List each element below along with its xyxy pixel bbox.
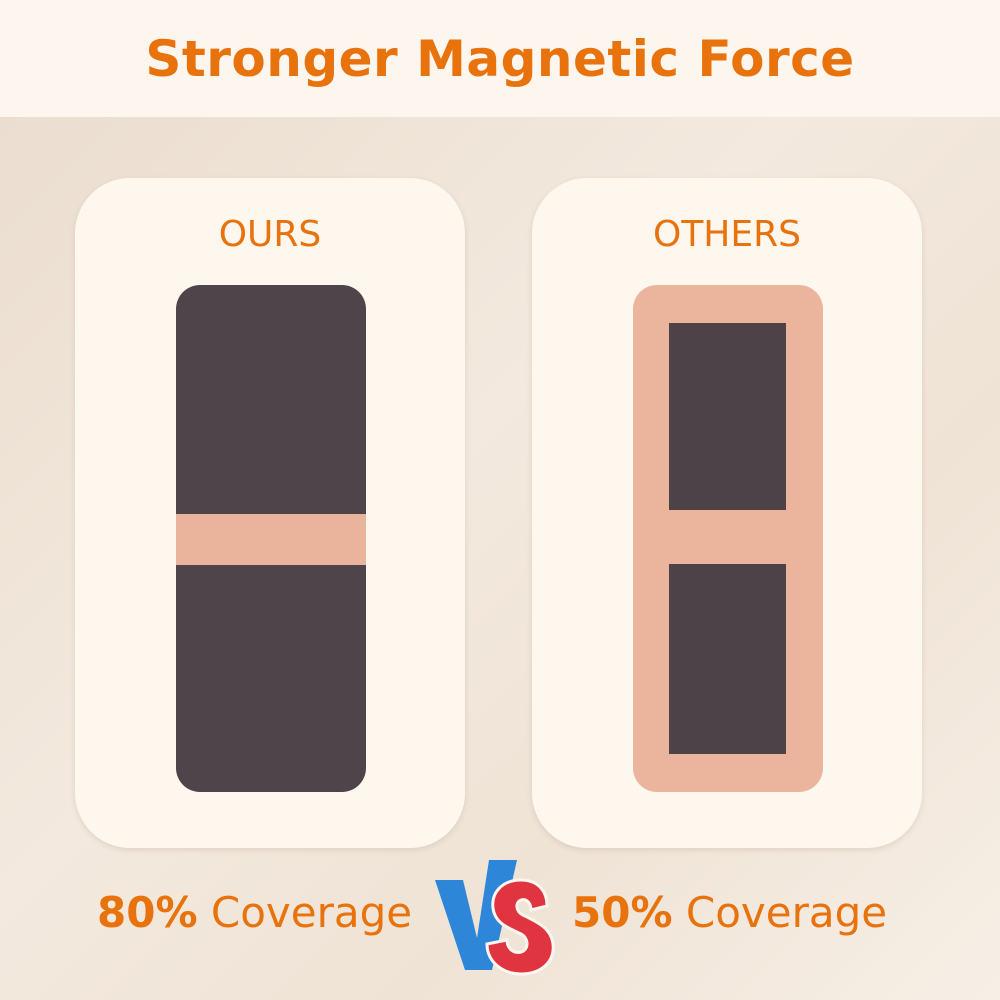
- ours-coverage-label: Coverage: [210, 888, 413, 937]
- vs-logo-icon: [435, 860, 555, 976]
- magnet-bottom: [669, 564, 786, 754]
- ours-coverage: 80% Coverage: [97, 888, 412, 937]
- ours-label: OURS: [218, 214, 322, 255]
- others-coverage: 50% Coverage: [572, 888, 887, 937]
- others-percent: 50%: [572, 888, 673, 937]
- page-title: Stronger Magnetic Force: [145, 29, 855, 88]
- ours-percent: 80%: [97, 888, 198, 937]
- others-card: OTHERS: [532, 178, 922, 848]
- others-label: OTHERS: [652, 214, 801, 255]
- ours-patch-image: [176, 285, 366, 792]
- others-patch-image: [633, 285, 823, 792]
- tape-strip: [176, 514, 366, 565]
- magnet-top: [669, 323, 786, 510]
- ours-card: OURS: [75, 178, 465, 848]
- others-coverage-label: Coverage: [685, 888, 888, 937]
- header-band: Stronger Magnetic Force: [0, 0, 1000, 117]
